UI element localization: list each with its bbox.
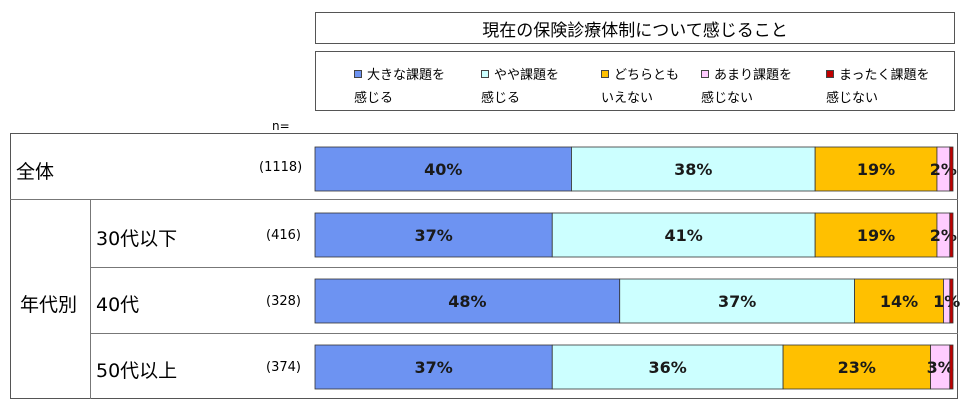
data-label-row0-series1: 38%: [674, 160, 712, 179]
legend-swatch-0: [354, 70, 362, 78]
data-label-row2-series1: 37%: [718, 292, 756, 311]
bar-segment-row0-series2: [814, 146, 938, 192]
bar-segment-row0-series1: [571, 146, 816, 192]
bar-segment-row3-series1: [551, 344, 784, 390]
bar-segment-row1-series4: [949, 212, 954, 258]
bar-segment-row2-series1: [619, 278, 856, 324]
data-label-row0-series2: 19%: [857, 160, 895, 179]
bar-segment-row3-series2: [782, 344, 931, 390]
data-label-row0-series0: 40%: [424, 160, 462, 179]
bar-segment-row1-series1: [551, 212, 816, 258]
row-divider-1: [90, 267, 958, 268]
row-n-50s-over: (374): [266, 360, 301, 375]
legend-label-2-line2: いえない: [601, 91, 654, 106]
bar-segment-row2-series4: [949, 278, 954, 324]
legend-label-2-line1: どちらとも: [614, 68, 680, 83]
data-label-row3-series3: 3%: [927, 358, 954, 377]
legend-label-3-line2: 感じない: [701, 91, 754, 106]
data-label-row1-series0: 37%: [414, 226, 452, 245]
legend: 大きな課題を 感じる やや課題を 感じる どちらとも いえない あまり課題を 感…: [315, 51, 955, 111]
legend-label-0-line1: 大きな課題を: [367, 68, 446, 83]
bar-segment-row3-series0: [314, 344, 553, 390]
bar-segment-row2-series0: [314, 278, 621, 324]
group-label-age: 年代別: [20, 294, 78, 316]
data-label-row3-series2: 23%: [838, 358, 876, 377]
bar-segment-row2-series2: [854, 278, 944, 324]
row-label-total: 全体: [16, 161, 55, 183]
legend-swatch-3: [701, 70, 709, 78]
bar-segment-row0-series0: [314, 146, 572, 192]
row-label-40s: 40代: [96, 294, 140, 316]
legend-label-1-line1: やや課題を: [494, 68, 560, 83]
legend-swatch-2: [601, 70, 609, 78]
row-divider-top: [10, 199, 958, 200]
legend-label-4-line2: 感じない: [826, 91, 879, 106]
row-n-30s-under: (416): [266, 228, 301, 243]
group-column-divider: [90, 199, 91, 399]
chart-title-box: 現在の保険診療体制について感じること: [315, 12, 955, 44]
n-header: n=: [272, 119, 290, 133]
legend-label-0-line2: 感じる: [354, 91, 394, 106]
bar-segment-row1-series0: [314, 212, 553, 258]
data-label-row1-series1: 41%: [665, 226, 703, 245]
legend-swatch-4: [826, 70, 834, 78]
row-divider-2: [90, 333, 958, 334]
chart-table-frame: [10, 133, 958, 399]
row-n-total: (1118): [259, 160, 303, 175]
legend-label-4-line1: まったく課題を: [839, 68, 930, 83]
data-label-row2-series0: 48%: [448, 292, 486, 311]
row-label-50s-over: 50代以上: [96, 360, 178, 382]
legend-label-3-line1: あまり課題を: [714, 68, 793, 83]
row-label-30s-under: 30代以下: [96, 228, 178, 250]
data-label-row2-series2: 14%: [880, 292, 918, 311]
legend-label-1-line2: 感じる: [481, 91, 521, 106]
row-n-40s: (328): [266, 294, 301, 309]
data-label-row3-series1: 36%: [649, 358, 687, 377]
chart-title: 現在の保険診療体制について感じること: [482, 20, 788, 41]
bar-segment-row1-series2: [814, 212, 938, 258]
legend-swatch-1: [481, 70, 489, 78]
data-label-row2-series3: 1%: [933, 292, 960, 311]
data-label-row3-series0: 37%: [414, 358, 452, 377]
bar-segment-row0-series4: [949, 146, 954, 192]
bar-segment-row3-series4: [949, 344, 954, 390]
data-label-row1-series2: 19%: [857, 226, 895, 245]
